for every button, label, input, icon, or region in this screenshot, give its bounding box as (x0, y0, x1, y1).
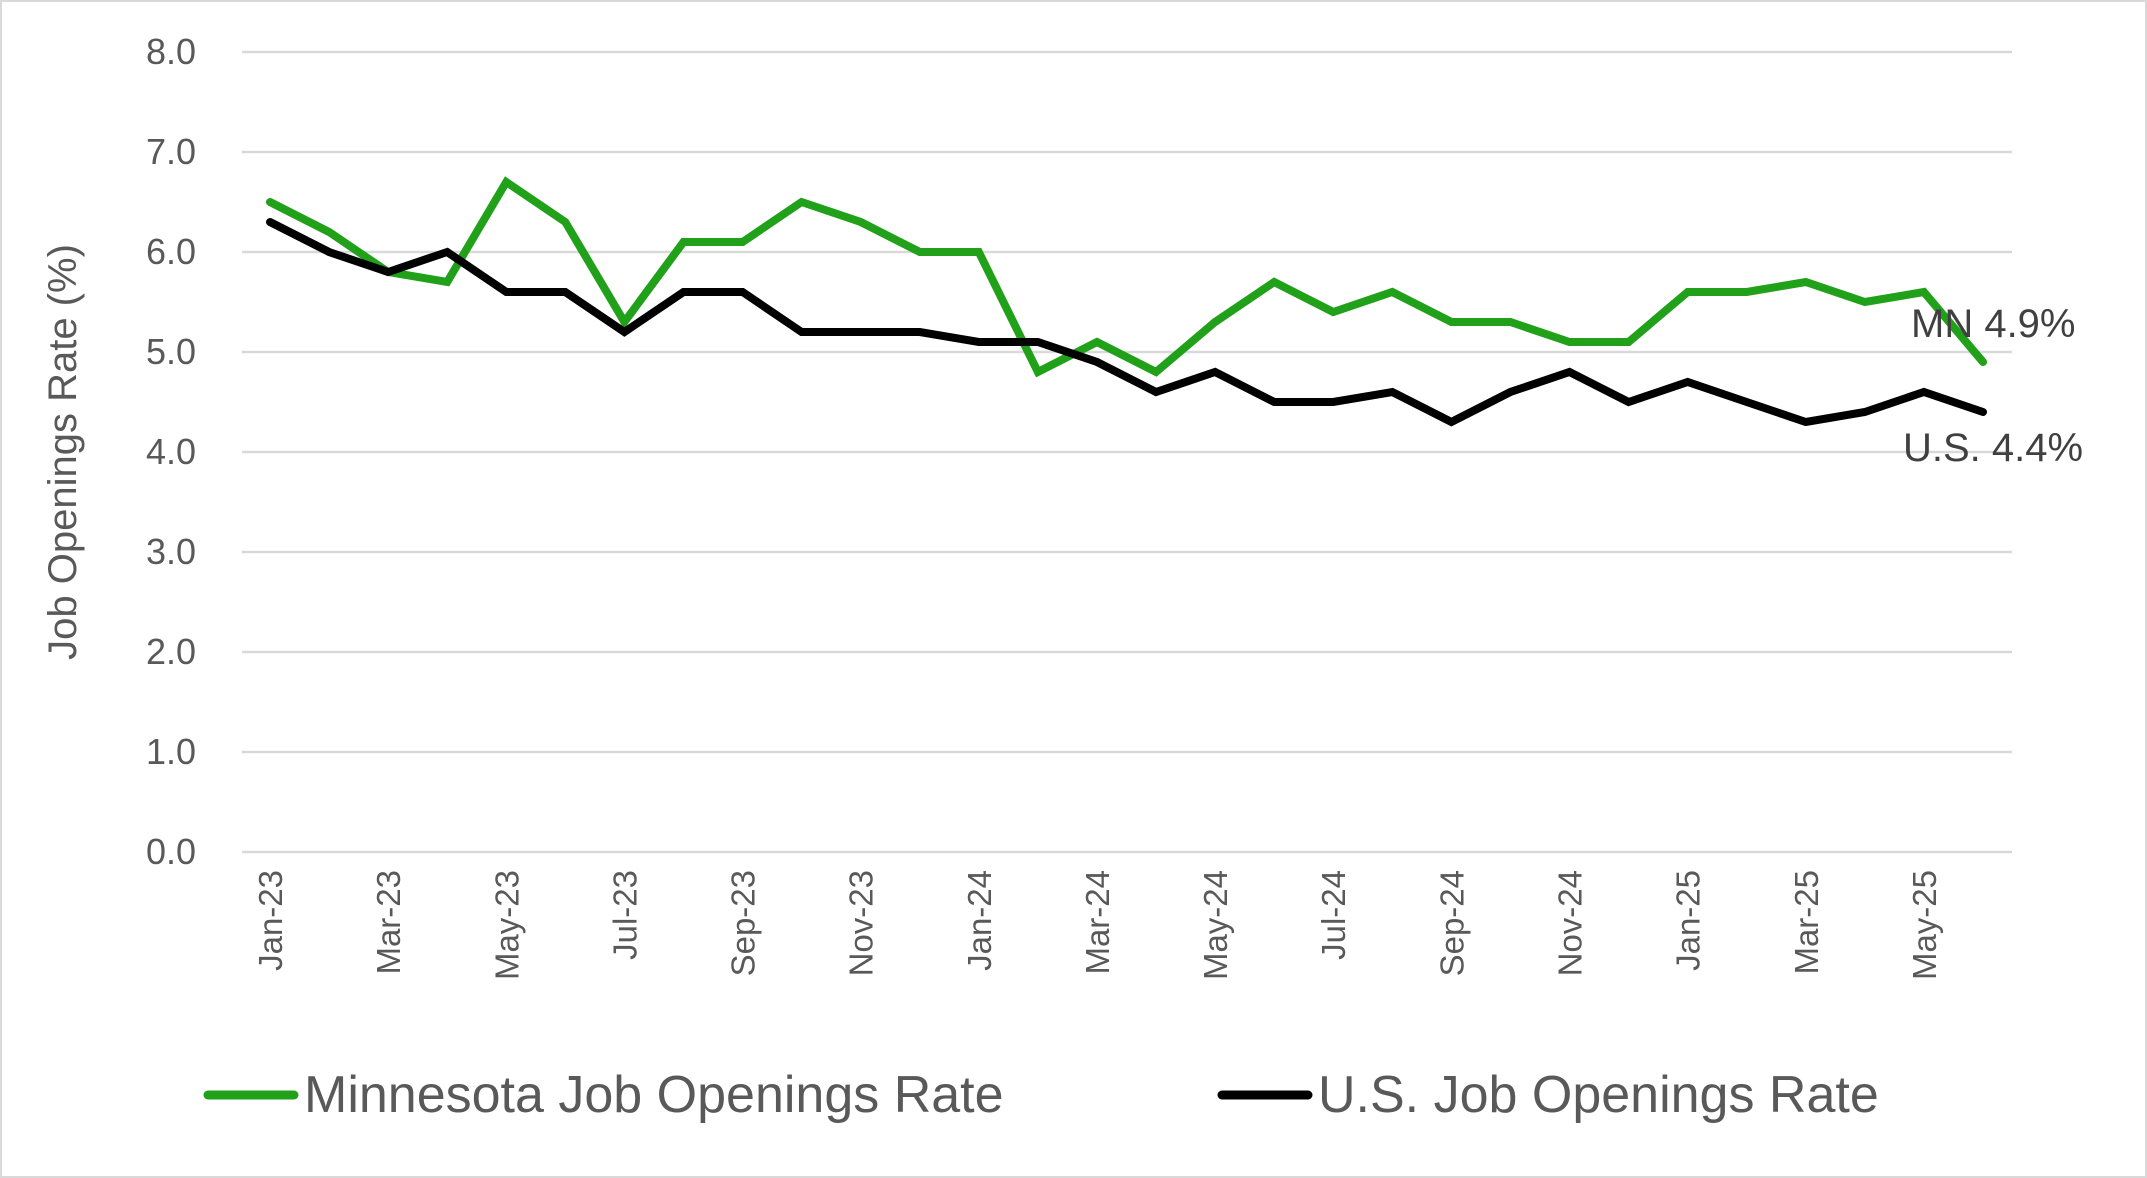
y-tick-label: 7.0 (146, 131, 196, 172)
y-tick-label: 4.0 (146, 431, 196, 472)
y-tick-label: 8.0 (146, 31, 196, 72)
x-tick-label: Nov-24 (1552, 870, 1589, 976)
legend-label-us: U.S. Job Openings Rate (1318, 1066, 1879, 1124)
legend: Minnesota Job Openings Rate U.S. Job Ope… (203, 1066, 1879, 1124)
legend-label-mn: Minnesota Job Openings Rate (304, 1066, 1004, 1124)
x-axis-ticks: Jan-23 Mar-23 May-23 Jul-23 Sep-23 Nov-23 Jan-… (252, 870, 1943, 980)
x-tick-label: Jan-23 (252, 870, 289, 971)
x-tick-label: Nov-23 (843, 870, 880, 976)
x-tick-label: Sep-23 (725, 870, 762, 976)
y-tick-label: 3.0 (146, 531, 196, 572)
y-tick-label: 2.0 (146, 631, 196, 672)
series-lines (266, 176, 1987, 427)
y-axis-ticks: 0.0 1.0 2.0 3.0 4.0 5.0 6.0 7.0 8.0 (146, 31, 196, 872)
gridlines (242, 50, 2012, 854)
annotation-us: U.S. 4.4% (1903, 426, 2083, 470)
x-tick-label: Jul-24 (1315, 870, 1352, 960)
x-tick-label: Mar-23 (370, 870, 407, 975)
x-tick-label: Mar-24 (1079, 870, 1116, 975)
y-tick-label: 1.0 (146, 731, 196, 772)
x-tick-label: Jul-23 (606, 870, 643, 960)
x-tick-label: Jan-24 (961, 870, 998, 971)
y-tick-label: 0.0 (146, 831, 196, 872)
x-tick-label: May-25 (1906, 870, 1943, 980)
y-tick-label: 5.0 (146, 331, 196, 372)
y-tick-label: 6.0 (146, 231, 196, 272)
annotation-mn: MN 4.9% (1911, 302, 2076, 346)
x-tick-label: Mar-25 (1788, 870, 1825, 975)
series-line-us (266, 218, 1987, 427)
x-tick-label: Sep-24 (1433, 870, 1470, 976)
x-tick-label: May-23 (488, 870, 525, 980)
series-line-mn (266, 176, 1987, 378)
x-tick-label: May-24 (1197, 870, 1234, 980)
y-axis-label: Job Openings Rate (%) (41, 244, 85, 660)
x-tick-label: Jan-25 (1670, 870, 1707, 971)
